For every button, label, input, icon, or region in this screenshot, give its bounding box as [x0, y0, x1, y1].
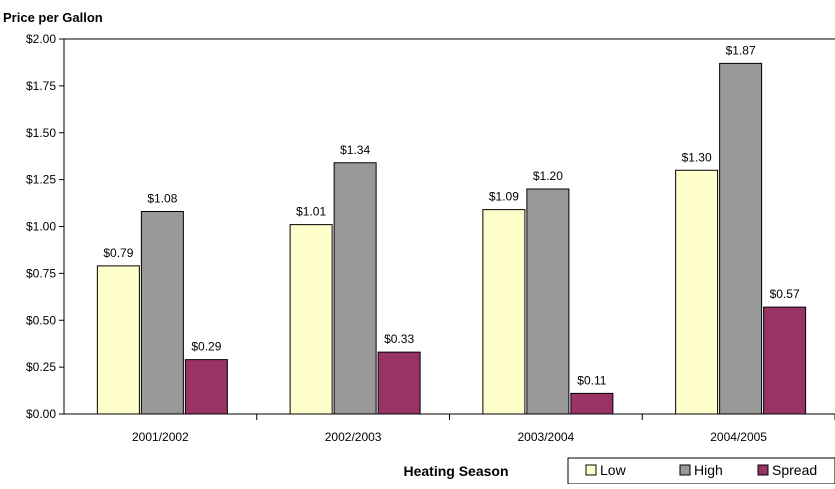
legend-box	[567, 457, 835, 485]
y-axis-title: Price per Gallon	[3, 10, 103, 25]
x-tick-label: 2002/2003	[325, 430, 382, 444]
legend-label-high: High	[694, 462, 723, 478]
bar-high	[719, 62, 763, 415]
bar-spread	[377, 351, 421, 415]
legend-swatch-spread	[757, 464, 769, 476]
data-label: $1.30	[682, 150, 712, 164]
bar-low	[482, 209, 526, 415]
data-label: $1.34	[340, 143, 370, 157]
data-label: $0.57	[770, 287, 800, 301]
data-label: $0.29	[191, 340, 221, 354]
bar-spread	[763, 306, 807, 415]
legend-label-low: Low	[600, 462, 627, 478]
y-tick-label: $0.00	[26, 407, 56, 421]
data-label: $1.20	[533, 169, 563, 183]
data-label: $0.33	[384, 332, 414, 346]
y-tick-label: $0.50	[26, 313, 56, 327]
y-tick-label: $1.25	[26, 173, 56, 187]
bar-low	[675, 169, 719, 415]
x-tick-label: 2004/2005	[710, 430, 767, 444]
data-label: $1.09	[489, 190, 519, 204]
bar-spread	[184, 359, 228, 415]
y-tick-label: $0.75	[26, 266, 56, 280]
bar-spread	[570, 392, 614, 415]
data-label: $0.79	[103, 246, 133, 260]
bar-low	[289, 224, 333, 415]
legend-swatch-high	[679, 464, 691, 476]
y-tick-label: $1.50	[26, 126, 56, 140]
x-tick-label: 2001/2002	[132, 430, 189, 444]
bar-high	[140, 211, 184, 415]
data-label: $1.01	[296, 205, 326, 219]
data-label: $1.87	[726, 43, 756, 57]
bar-high	[526, 188, 570, 415]
legend: Low High Spread	[567, 457, 835, 485]
y-tick-label: $2.00	[26, 32, 56, 46]
bar-high	[333, 162, 377, 415]
x-axis-title: Heating Season	[403, 463, 508, 479]
x-tick-label: 2003/2004	[518, 430, 575, 444]
y-tick-label: $1.00	[26, 220, 56, 234]
data-label: $1.08	[147, 192, 177, 206]
legend-label-spread: Spread	[772, 462, 817, 478]
data-label: $0.11	[577, 373, 606, 387]
bar-low	[96, 265, 140, 415]
y-tick-label: $1.75	[26, 79, 56, 93]
legend-swatch-low	[585, 464, 597, 476]
y-tick-label: $0.25	[26, 360, 56, 374]
